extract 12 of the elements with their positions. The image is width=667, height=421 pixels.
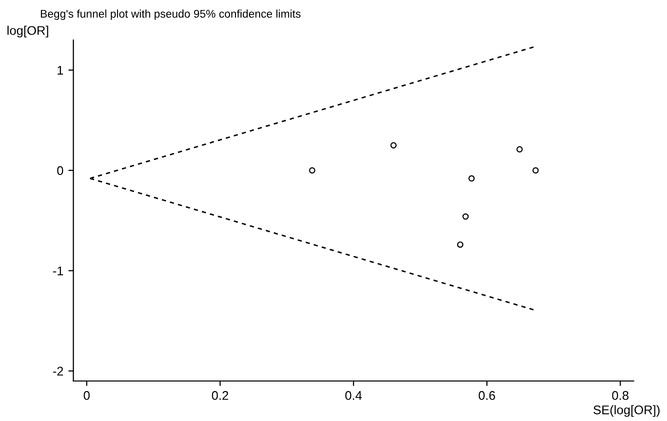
y-tick-label: 0: [57, 166, 64, 176]
x-tick-label: 0.8: [612, 391, 628, 400]
x-tick-label: 0.6: [478, 391, 496, 400]
x-tick-label: 0: [84, 391, 90, 400]
y-axis-title: log[OR]: [8, 26, 48, 38]
x-tick-label: 0.2: [212, 391, 228, 400]
x-axis-title: SE(log[OR]): [594, 405, 660, 417]
x-tick-label: 0.4: [345, 391, 362, 400]
y-tick-label: 1: [58, 66, 64, 75]
chart-title: Begg's funnel plot with pseudo 95% confidence limits: [40, 10, 301, 20]
y-tick-label: -1: [53, 266, 64, 276]
y-tick-label: -2: [53, 366, 64, 376]
